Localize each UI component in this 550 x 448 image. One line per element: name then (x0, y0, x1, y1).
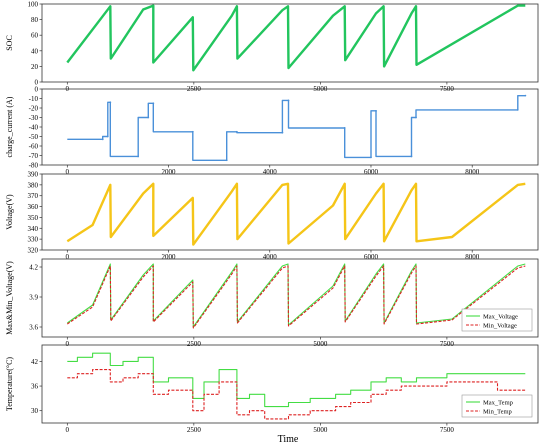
y-tick-label: 0 (35, 86, 39, 94)
legend-label: Min_Temp (483, 408, 512, 415)
series-line-max-voltage (66, 263, 526, 328)
y-tick-label: 340 (28, 225, 39, 233)
series-point (137, 155, 140, 158)
plot-frame (41, 3, 539, 83)
series-point (152, 102, 155, 105)
y-tick-label: 60 (31, 32, 39, 40)
y-tick-label: -80 (29, 162, 39, 170)
y-tick-label: -60 (29, 143, 39, 151)
series-line-1 (66, 182, 526, 246)
y-tick-label: -20 (29, 105, 39, 113)
y-tick-label: 330 (28, 236, 39, 244)
x-tick-label: 5000 (313, 426, 328, 434)
series-point (235, 130, 238, 133)
legend-label: Max_Temp (483, 399, 513, 406)
series-point (106, 135, 109, 138)
y-axis-label: charge_current (A) (5, 96, 14, 157)
x-tick-label: 2000 (162, 168, 177, 176)
chart-panel-2: 0 2000 4000 6000 80000-10-20-30-40-50-60-70-… (5, 86, 539, 176)
x-tick-label: 8000 (465, 168, 480, 176)
plot-frame (41, 344, 539, 424)
x-tick-label: 6000 (364, 168, 379, 176)
x-tick-label: 7500 (440, 340, 455, 348)
y-tick-label: 3.6 (29, 324, 38, 332)
y-tick-label: 4.2 (29, 264, 38, 272)
y-tick-label: 370 (28, 192, 39, 200)
series-line-min-voltage (66, 265, 526, 329)
y-tick-label: 320 (28, 247, 39, 255)
y-tick-label: -10 (29, 95, 39, 103)
series-point (343, 127, 346, 129)
series-point (415, 116, 417, 119)
plot-frame (41, 173, 539, 251)
x-tick-label: 0 (66, 168, 70, 176)
x-tick-label: 7500 (440, 426, 455, 434)
y-tick-label: 3.9 (29, 294, 38, 302)
y-tick-label: -70 (29, 152, 39, 160)
chart-panel-3: 0 2000 4000 6000 8000 320 330 340 350 360 370 380 39… (5, 171, 539, 261)
y-tick-label: 20 (31, 63, 39, 71)
series-point (524, 94, 527, 97)
y-tick-label: -30 (29, 114, 39, 122)
x-tick-label: 6000 (364, 253, 379, 261)
legend-label: Max_Voltage (483, 313, 518, 320)
y-tick-label: 42 (31, 358, 39, 366)
series-point (101, 138, 104, 141)
series-point (281, 131, 284, 134)
series-point (287, 99, 290, 102)
legend: Max_Voltage Min_Voltage (461, 308, 533, 332)
x-tick-label: 0 (66, 253, 70, 261)
y-tick-label: -50 (29, 133, 39, 141)
series-point (191, 130, 194, 133)
chart-panel-4: 0 2500 5000 7500 3.6 3.9 4.2 Max&Min_Voltage(V)… (5, 258, 539, 348)
legend: Max_Temp Min_Temp (461, 394, 533, 418)
series-point (109, 101, 112, 104)
x-tick-label: 4000 (263, 168, 278, 176)
y-tick-label: 30 (31, 407, 39, 415)
y-axis-label: SOC (5, 35, 14, 51)
y-tick-label: 390 (28, 171, 39, 179)
series-line-1 (67, 94, 526, 162)
y-axis-label: Voltage(V) (5, 194, 14, 230)
series-point (225, 159, 228, 162)
plot-frame (41, 88, 539, 166)
chart-panel-5: 0 2500 5000 7500 30 36 42 Temperature(°C) Max_Te… (5, 344, 539, 434)
series-point (370, 156, 372, 159)
x-tick-label: 0 (66, 340, 70, 348)
series-line-min-temp (67, 369, 526, 420)
x-axis-label: Time (278, 434, 299, 445)
y-tick-label: -40 (29, 124, 39, 132)
y-axis-label: Temperature(°C) (5, 357, 14, 412)
plot-frame (41, 258, 539, 338)
series-line-1 (66, 4, 526, 72)
x-tick-label: 2500 (187, 340, 202, 348)
series-point (147, 116, 150, 119)
x-tick-label: 2000 (162, 253, 177, 261)
y-tick-label: 100 (28, 1, 39, 9)
legend-label: Min_Voltage (483, 322, 517, 329)
y-axis-label: Max&Min_Voltage(V) (5, 261, 14, 335)
y-tick-label: 350 (28, 214, 39, 222)
y-tick-label: 40 (31, 47, 39, 55)
x-tick-label: 5000 (313, 340, 328, 348)
series-point (516, 109, 519, 111)
x-tick-label: 8000 (465, 253, 480, 261)
y-tick-label: 80 (31, 16, 39, 24)
y-tick-label: 380 (28, 181, 39, 189)
series-line-max-temp (67, 352, 526, 408)
x-tick-label: 2500 (187, 426, 202, 434)
series-point (375, 109, 377, 112)
y-tick-label: 0 (35, 79, 39, 87)
y-tick-label: 360 (28, 203, 39, 211)
series-point (410, 155, 413, 158)
y-tick-label: 36 (31, 383, 39, 391)
x-tick-label: 4000 (263, 253, 278, 261)
x-tick-label: 0 (66, 426, 70, 434)
